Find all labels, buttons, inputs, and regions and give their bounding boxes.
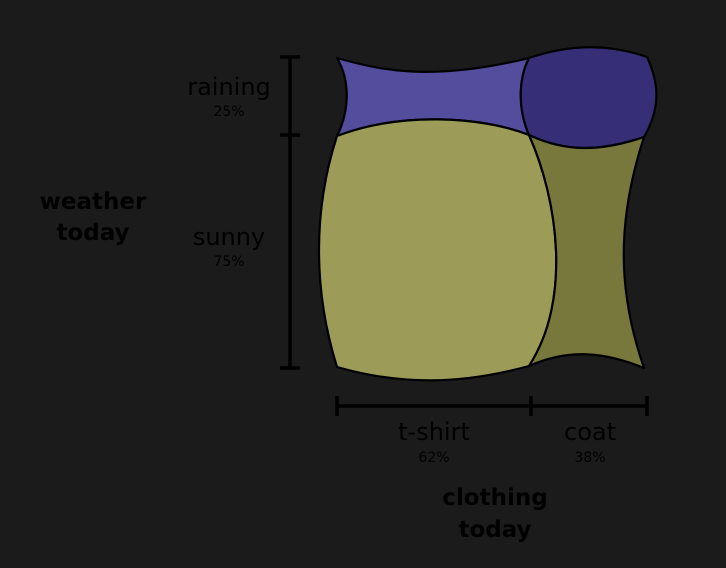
x-axis-title-line-2: today — [458, 517, 531, 543]
cell-raining-coat — [519, 46, 658, 150]
cell-sunny-tshirt — [317, 118, 558, 382]
x-category-percent-coat: 38% — [574, 450, 605, 466]
x-category-percent-tshirt: 62% — [418, 450, 449, 466]
x-category-label-coat: coat — [564, 418, 616, 446]
x-axis-bracket — [335, 396, 649, 416]
y-axis-bracket — [280, 55, 300, 370]
cell-sunny-coat — [527, 133, 646, 370]
y-category-percent-sunny: 75% — [213, 254, 244, 270]
y-axis-title-line-2: today — [56, 220, 129, 246]
x-category-label-tshirt: t-shirt — [398, 418, 470, 446]
y-category-percent-raining: 25% — [213, 104, 244, 120]
y-category-label-sunny: sunny — [193, 223, 265, 251]
y-axis-title-line-1: weather — [40, 189, 147, 215]
y-category-label-raining: raining — [187, 73, 271, 101]
x-axis-title-line-1: clothing — [442, 485, 547, 511]
